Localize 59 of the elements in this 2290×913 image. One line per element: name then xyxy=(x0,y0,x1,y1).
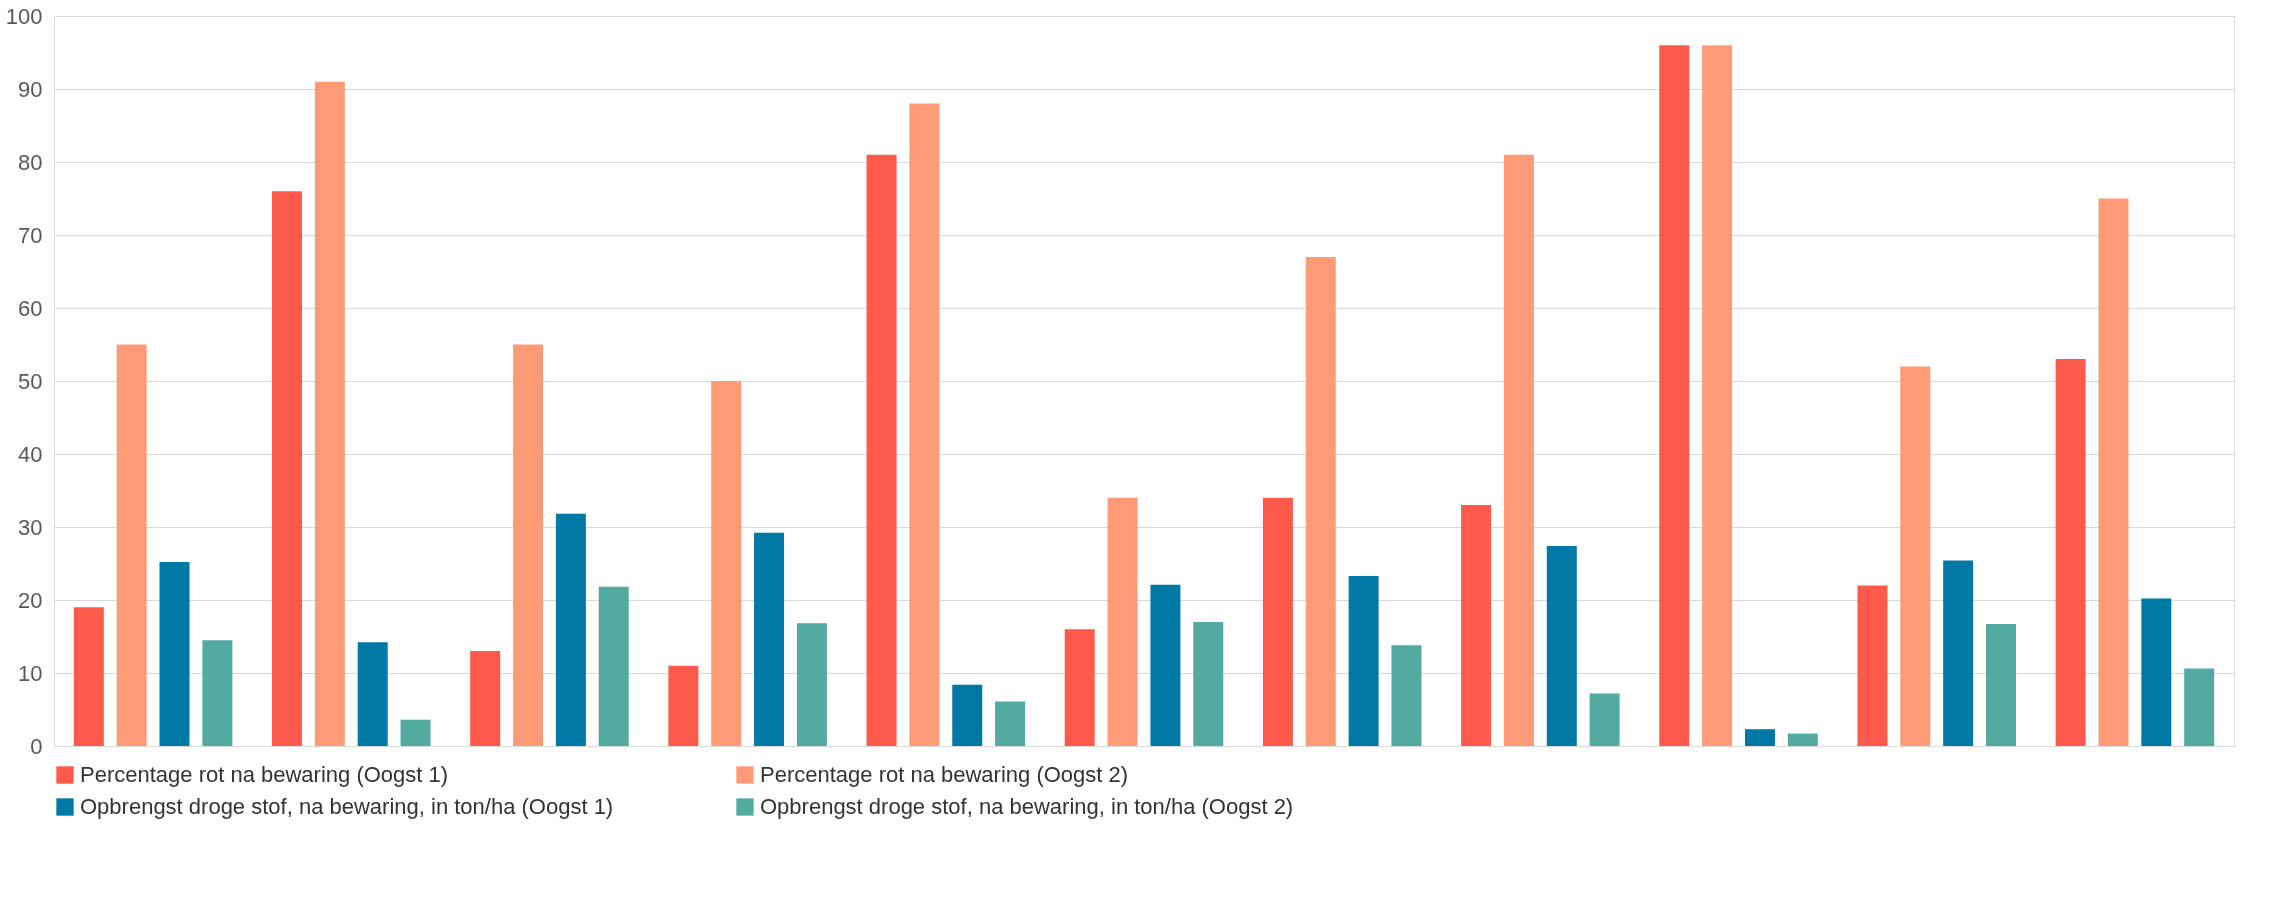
bar xyxy=(470,651,501,746)
bar xyxy=(272,191,302,746)
bar xyxy=(1503,154,1534,746)
legend-label: Percentage rot na bewaring (Oogst 1) xyxy=(80,762,449,787)
bar xyxy=(116,344,147,746)
bar xyxy=(866,154,897,746)
bar xyxy=(159,562,190,746)
bar xyxy=(1107,497,1138,746)
bar xyxy=(1546,545,1577,746)
bar xyxy=(1900,366,1931,746)
y-tick-label: 90 xyxy=(18,76,43,102)
y-tick-label: 100 xyxy=(5,3,43,29)
y-tick-label: 0 xyxy=(30,733,43,759)
bar xyxy=(909,103,940,746)
bar xyxy=(1348,575,1379,746)
bar xyxy=(1943,560,1974,746)
bar xyxy=(1262,497,1293,746)
bar xyxy=(1193,621,1224,746)
legend-label: Opbrengst droge stof, na bewaring, in ton/ha (Oogst 1) xyxy=(80,794,614,819)
legend-label: Opbrengst droge stof, na bewaring, in ton/ha (Oogst 2) xyxy=(760,794,1294,819)
bar xyxy=(202,640,233,746)
bar xyxy=(1305,256,1336,746)
bar xyxy=(1986,624,2016,746)
bar xyxy=(952,684,983,746)
bar xyxy=(668,665,699,746)
y-tick-label: 50 xyxy=(18,368,43,394)
bar xyxy=(513,344,544,746)
bar xyxy=(357,642,388,746)
bar xyxy=(2055,359,2086,746)
bar xyxy=(1391,645,1422,746)
bar xyxy=(598,586,629,746)
bar xyxy=(1702,45,1733,746)
legend-label: Percentage rot na bewaring (Oogst 2) xyxy=(760,762,1129,787)
bar xyxy=(711,381,742,746)
bar xyxy=(1787,733,1818,746)
y-tick-label: 10 xyxy=(18,660,43,686)
y-tick-label: 80 xyxy=(18,149,43,175)
bar xyxy=(400,719,431,746)
bar xyxy=(1659,45,1690,746)
bar xyxy=(1461,505,1492,746)
y-tick-label: 70 xyxy=(18,222,43,248)
bar xyxy=(1064,629,1095,746)
bar xyxy=(995,701,1026,746)
bar xyxy=(314,81,345,746)
y-tick-label: 20 xyxy=(18,587,43,613)
bar xyxy=(796,623,827,746)
bar xyxy=(1589,693,1620,746)
bar xyxy=(2098,198,2129,746)
bar xyxy=(73,607,104,746)
bar xyxy=(754,532,785,746)
bar xyxy=(1744,729,1775,746)
bar xyxy=(1150,584,1181,746)
bar xyxy=(1857,585,1888,746)
y-tick-label: 30 xyxy=(18,514,43,540)
bar xyxy=(2141,598,2172,746)
bar xyxy=(2184,668,2215,746)
y-tick-label: 60 xyxy=(18,295,43,321)
y-tick-label: 40 xyxy=(18,441,43,467)
bar xyxy=(555,513,586,746)
